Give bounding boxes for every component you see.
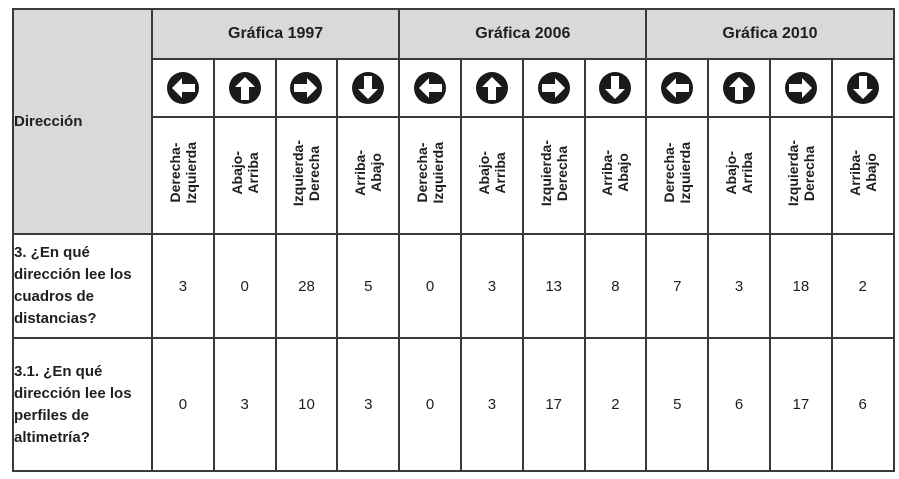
value-cell: 2 (830, 233, 895, 339)
survey-table: Dirección Gráfica 1997 Gráfica 2006 Gráf… (12, 8, 895, 472)
direction-icon-cell (645, 58, 710, 118)
group-header-2010: Gráfica 2010 (645, 8, 895, 60)
direction-label-cell: Izquierda- Derecha (274, 116, 339, 235)
value-cell: 7 (645, 233, 710, 339)
direction-label: Izquierda- Derecha (290, 139, 323, 207)
row-header-label: Dirección (14, 113, 83, 130)
direction-label: Abajo- Arriba (723, 151, 756, 195)
value-cell: 3 (459, 233, 524, 339)
direction-icon-cell (459, 58, 524, 118)
arrow-right-icon (290, 72, 323, 104)
direction-icon-cell (768, 58, 833, 118)
direction-label: Izquierda- Derecha (784, 139, 817, 207)
table-row: 3.1. ¿En qué dirección lee los perfiles … (12, 337, 895, 472)
direction-label-cell: Derecha- Izquierda (645, 116, 710, 235)
arrow-up-icon (723, 72, 756, 104)
direction-label: Derecha- Izquierda (166, 142, 199, 204)
arrow-left-icon (661, 72, 694, 104)
direction-icon-cell (336, 58, 401, 118)
direction-label-cell: Derecha- Izquierda (151, 116, 215, 235)
direction-label-cell: Abajo- Arriba (707, 116, 771, 235)
value-cell: 3 (336, 337, 401, 472)
direction-icon-cell (707, 58, 771, 118)
direction-label-cell: Arriba- Abajo (830, 116, 895, 235)
value-cell: 0 (398, 233, 462, 339)
value-cell: 0 (398, 337, 462, 472)
direction-label-cell: Izquierda- Derecha (768, 116, 833, 235)
direction-label-cell: Arriba- Abajo (583, 116, 648, 235)
direction-label-cell: Arriba- Abajo (336, 116, 401, 235)
direction-label-cell: Abajo- Arriba (212, 116, 277, 235)
value-cell: 8 (583, 233, 648, 339)
group-header-1997: Gráfica 1997 (150, 8, 401, 60)
arrow-right-icon (784, 72, 817, 104)
direction-icon-cell (151, 58, 215, 118)
value-cell: 17 (768, 337, 833, 472)
value-cell: 3 (212, 337, 277, 472)
direction-icon-cell (212, 58, 277, 118)
direction-icon-cell (521, 58, 586, 118)
table-row: 3. ¿En qué dirección lee los cuadros de … (12, 233, 895, 339)
value-cell: 17 (521, 337, 586, 472)
direction-label: Derecha- Izquierda (661, 142, 694, 204)
direction-icon-cell (583, 58, 648, 118)
direction-label: Abajo- Arriba (475, 151, 508, 195)
value-cell: 5 (645, 337, 710, 472)
direction-label: Arriba- Abajo (846, 150, 879, 196)
direction-label-cell: Izquierda- Derecha (521, 116, 586, 235)
group-header-2006: Gráfica 2006 (398, 8, 648, 60)
direction-label: Arriba- Abajo (599, 150, 632, 196)
value-cell: 0 (151, 337, 215, 472)
direction-label-cell: Derecha- Izquierda (398, 116, 462, 235)
value-cell: 10 (274, 337, 339, 472)
direction-label: Derecha- Izquierda (414, 142, 447, 204)
value-cell: 13 (521, 233, 586, 339)
row-header-direction: Dirección (12, 8, 153, 235)
arrow-up-icon (475, 72, 508, 104)
direction-icon-cell (830, 58, 895, 118)
value-cell: 28 (274, 233, 339, 339)
value-cell: 6 (707, 337, 771, 472)
arrow-down-icon (846, 72, 879, 104)
arrow-left-icon (414, 72, 447, 104)
value-cell: 0 (212, 233, 277, 339)
question-cell: 3. ¿En qué dirección lee los cuadros de … (12, 233, 153, 339)
value-cell: 3 (459, 337, 524, 472)
question-cell: 3.1. ¿En qué dirección lee los perfiles … (12, 337, 153, 472)
value-cell: 3 (151, 233, 215, 339)
value-cell: 6 (830, 337, 895, 472)
direction-label: Abajo- Arriba (228, 151, 261, 195)
arrow-right-icon (537, 72, 570, 104)
direction-label-cell: Abajo- Arriba (459, 116, 524, 235)
value-cell: 2 (583, 337, 648, 472)
arrow-down-icon (352, 72, 385, 104)
direction-icon-cell (274, 58, 339, 118)
value-cell: 5 (336, 233, 401, 339)
direction-label: Arriba- Abajo (352, 150, 385, 196)
arrow-down-icon (599, 72, 632, 104)
direction-label: Izquierda- Derecha (537, 139, 570, 207)
direction-icon-cell (398, 58, 462, 118)
arrow-up-icon (228, 72, 261, 104)
value-cell: 3 (707, 233, 771, 339)
arrow-left-icon (166, 72, 199, 104)
value-cell: 18 (768, 233, 833, 339)
